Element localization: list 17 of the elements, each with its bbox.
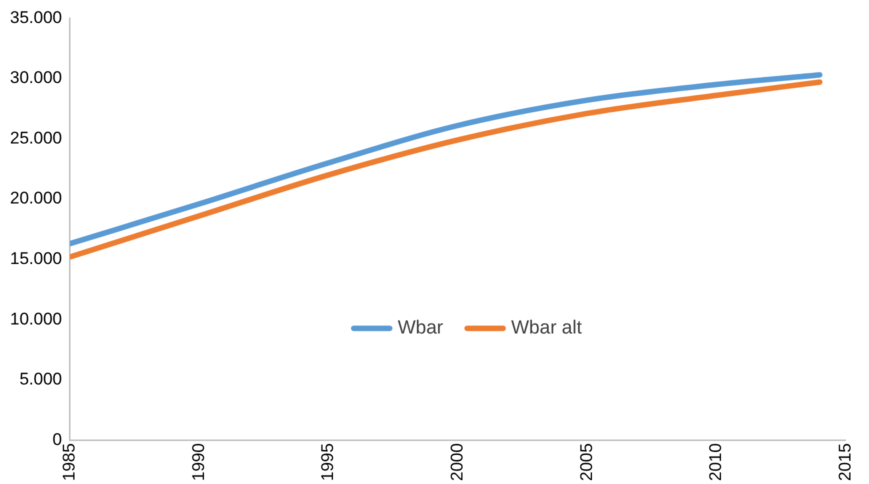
x-tick-label: 1990 [188, 443, 208, 482]
x-tick-label: 1985 [60, 443, 79, 482]
x-tick-label: 2000 [447, 443, 466, 482]
x-tick-label: 2015 [835, 443, 854, 482]
y-tick-label: 10.000 [10, 309, 62, 328]
legend-label: Wbar alt [511, 318, 583, 339]
y-tick-label: 25.000 [10, 128, 62, 148]
y-tick-label: 15.000 [10, 249, 62, 268]
legend-label: Wbar [398, 318, 444, 339]
y-tick-label: 5.000 [19, 370, 62, 389]
y-tick-label: 20.000 [10, 188, 62, 208]
y-tick-label: 30.000 [10, 68, 62, 88]
x-tick-label: 1995 [318, 443, 338, 482]
x-tick-label: 2010 [706, 443, 726, 482]
y-tick-label: 35.000 [10, 8, 62, 27]
y-tick-label: 0 [52, 430, 62, 449]
x-tick-label: 2005 [576, 443, 596, 482]
